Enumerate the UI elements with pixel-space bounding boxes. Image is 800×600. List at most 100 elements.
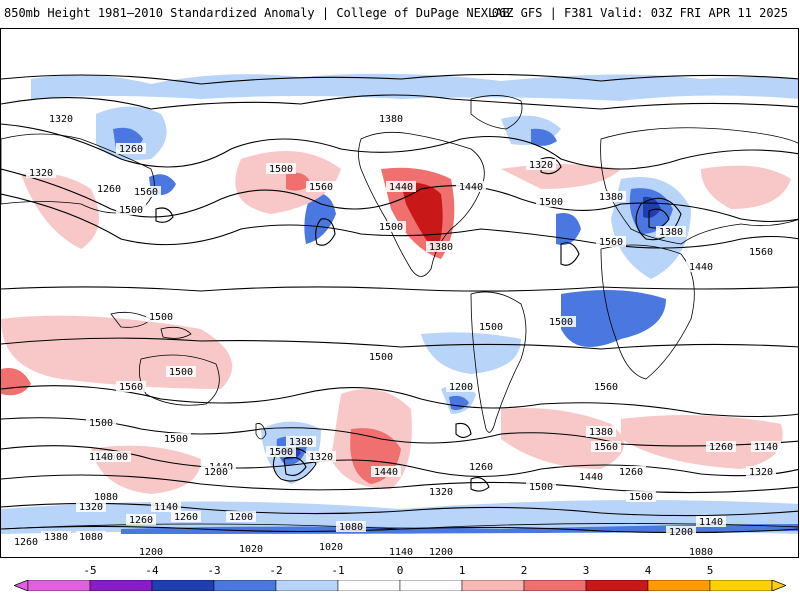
svg-text:1500: 1500 (269, 164, 293, 175)
svg-text:1140: 1140 (699, 517, 723, 528)
svg-text:1380: 1380 (44, 532, 68, 543)
svg-text:1440: 1440 (459, 182, 483, 193)
anomaly-region (421, 332, 521, 374)
height-contour (1, 525, 798, 534)
anomaly-region (561, 290, 666, 347)
colorbar-max-arrow (771, 580, 786, 591)
contour-label: 1020 (316, 541, 346, 553)
contour-label: 1260 (616, 466, 646, 478)
anomaly-region (501, 164, 621, 189)
height-contour (315, 218, 336, 246)
contour-label: 1380 (376, 113, 406, 125)
contour-label: 1380 (41, 531, 71, 543)
contour-label: 1380 (426, 241, 456, 253)
coastline (255, 423, 267, 440)
contour-label: 1260 (171, 511, 201, 523)
svg-text:1500: 1500 (269, 447, 293, 458)
colorbar-tick-label: 0 (396, 564, 404, 577)
contour-label: 1500 (266, 163, 296, 175)
colorbar-swatch (647, 580, 711, 591)
svg-text:1560: 1560 (749, 247, 773, 258)
colorbar-swatch (151, 580, 215, 591)
svg-text:1140: 1140 (389, 547, 413, 558)
height-contour (1, 502, 798, 517)
svg-text:1020: 1020 (239, 544, 263, 555)
contour-label: 1140 (86, 451, 116, 463)
svg-text:1560: 1560 (594, 382, 618, 393)
svg-text:1500: 1500 (149, 312, 173, 323)
contour-label: 1140 (151, 501, 181, 513)
svg-text:1260: 1260 (119, 144, 143, 155)
contour-label: 1140 (386, 546, 416, 558)
coastline (470, 291, 527, 433)
contour-label: 1560 (746, 246, 776, 258)
height-contour (648, 208, 670, 229)
contour-label: 1500 (166, 366, 196, 378)
contour-label: 1320 (526, 159, 556, 171)
contour-label: 1500 (366, 351, 396, 363)
svg-text:1140: 1140 (154, 502, 178, 513)
svg-text:1260: 1260 (469, 462, 493, 473)
contour-label: 1320 (426, 486, 456, 498)
anomaly-region (286, 172, 311, 191)
svg-text:1080: 1080 (94, 492, 118, 503)
height-contour (1, 94, 798, 110)
anomaly-region (531, 128, 557, 146)
svg-text:1140: 1140 (754, 442, 778, 453)
svg-text:1320: 1320 (29, 168, 53, 179)
contour-label: 1560 (596, 236, 626, 248)
height-contour (1, 193, 798, 249)
contour-label: 1500 (376, 221, 406, 233)
colorbar-tick-label: -5 (83, 564, 97, 577)
height-contour (155, 207, 174, 223)
contour-label: 1260 (126, 514, 156, 526)
height-contour (455, 422, 472, 439)
coastline (600, 244, 695, 380)
height-contour (1, 168, 798, 223)
contour-label: 1260 (706, 441, 736, 453)
contour-label: 1320 (26, 167, 56, 179)
svg-text:1500: 1500 (529, 482, 553, 493)
anomaly-region (1, 315, 233, 389)
colorbar-swatch (523, 580, 587, 591)
contour-label: 1140 (751, 441, 781, 453)
contour-label: 1260 (94, 183, 124, 195)
anomaly-region (556, 213, 581, 245)
colorbar-swatch (709, 580, 773, 591)
contour-label: 1260 (466, 461, 496, 473)
svg-text:1500: 1500 (89, 418, 113, 429)
contour-label: 1260 (11, 536, 41, 548)
colorbar-swatch (27, 580, 91, 591)
contour-label: 1200 (136, 546, 166, 558)
svg-text:1440: 1440 (374, 467, 398, 478)
svg-text:1200: 1200 (449, 382, 473, 393)
contour-label: 1260 (116, 143, 146, 155)
svg-text:1560: 1560 (599, 237, 623, 248)
colorbar-tick-label: 4 (644, 564, 652, 577)
svg-text:1200: 1200 (429, 547, 453, 558)
svg-text:1560: 1560 (309, 182, 333, 193)
contour-label: 1080 (91, 491, 121, 503)
svg-text:1320: 1320 (429, 487, 453, 498)
contour-label: 1500 (146, 311, 176, 323)
contour-label: 1560 (131, 186, 161, 198)
svg-text:1500: 1500 (119, 205, 143, 216)
colorbar-swatch (213, 580, 277, 591)
contour-label: 1200 (426, 546, 456, 558)
height-contour (1, 474, 798, 494)
svg-text:1440: 1440 (389, 182, 413, 193)
map-title: 850mb Height 1981–2010 Standardized Anom… (4, 6, 510, 20)
contour-label: 1380 (596, 191, 626, 203)
svg-text:1500: 1500 (379, 222, 403, 233)
svg-text:1500: 1500 (479, 322, 503, 333)
contour-label: 1200 (666, 526, 696, 538)
svg-text:1200: 1200 (139, 547, 163, 558)
svg-text:1200: 1200 (669, 527, 693, 538)
model-run-info: 06Z GFS | F381 Valid: 03Z FRI APR 11 202… (491, 6, 788, 20)
anomaly-region (701, 165, 791, 209)
contour-label: 1500 (266, 446, 296, 458)
contour-label: 1440 (456, 181, 486, 193)
contour-label: 1200 (201, 466, 231, 478)
height-contours (1, 73, 798, 534)
